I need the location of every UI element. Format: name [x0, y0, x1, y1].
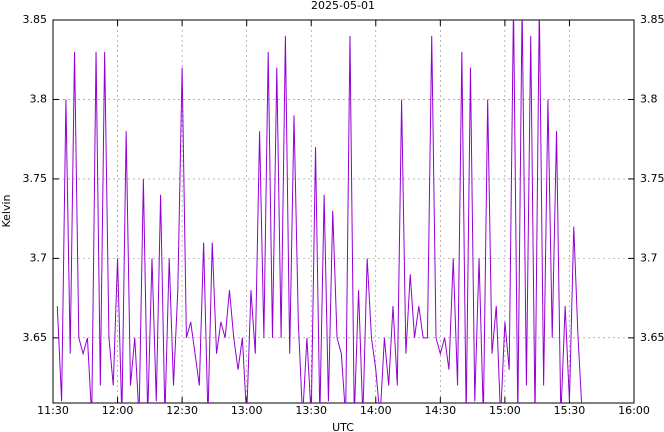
y-tick-label: 3.75 — [640, 172, 664, 185]
y-tick-label: 3.85 — [640, 13, 664, 26]
x-tick-label: 14:30 — [424, 404, 456, 417]
x-tick-label: 14:00 — [360, 404, 392, 417]
y-tick-label: 3.65 — [23, 331, 48, 344]
x-axis-label: UTC — [332, 421, 354, 432]
y-tick-label: 3.75 — [23, 172, 48, 185]
x-tick-label: 15:30 — [554, 404, 586, 417]
y-axis-label: Kelvin — [0, 194, 13, 227]
x-tick-label: 12:00 — [102, 404, 134, 417]
chart-title: 2025-05-01 — [311, 0, 375, 12]
x-tick-label: 13:30 — [295, 404, 327, 417]
data-line — [56, 20, 583, 403]
x-tick-label: 12:30 — [166, 404, 198, 417]
x-tick-label: 15:00 — [489, 404, 521, 417]
y-tick-label: 3.7 — [640, 251, 658, 264]
x-tick-label: 11:30 — [37, 404, 69, 417]
y-tick-label: 3.8 — [640, 92, 658, 105]
x-tick-label: 13:00 — [231, 404, 263, 417]
y-tick-label: 3.7 — [30, 251, 48, 264]
y-tick-label: 3.8 — [30, 92, 48, 105]
y-tick-label: 3.85 — [23, 13, 48, 26]
x-tick-label: 16:00 — [618, 404, 650, 417]
plot-frame — [52, 19, 635, 404]
y-tick-label: 3.65 — [640, 331, 664, 344]
